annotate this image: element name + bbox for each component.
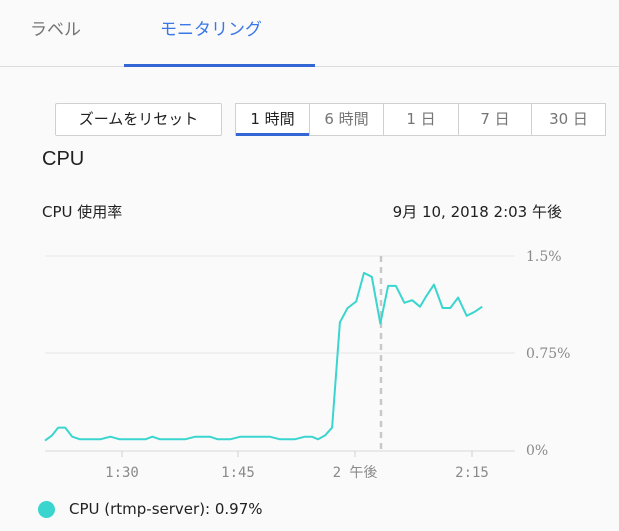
range-7-days-button[interactable]: 7 日 [458,103,532,136]
y-tick-label: 1.5% [526,249,562,265]
chart-title: CPU 使用率 [42,203,123,221]
tab-labels[interactable]: ラベル [30,20,81,40]
range-6-hours-button[interactable]: 6 時間 [309,103,384,136]
x-tick-label: 2 午後 [333,465,378,480]
range-1-hour-button[interactable]: 1 時間 [235,103,310,136]
y-tick-label: 0% [526,443,548,459]
section-title: CPU [42,148,85,170]
tab-bar: ラベル モニタリング [0,0,619,67]
x-axis-ticks [121,451,473,457]
cpu-usage-chart[interactable]: 1.5% 0.75% 0% 1:30 1:45 2 午後 2:15 [0,240,619,480]
range-30-days-button[interactable]: 30 日 [531,103,606,136]
y-axis-labels: 1.5% 0.75% 0% [526,249,570,459]
y-tick-label: 0.75% [526,346,570,362]
range-1-day-button[interactable]: 1 日 [383,103,459,136]
gridlines [45,255,515,452]
x-axis-labels: 1:30 1:45 2 午後 2:15 [105,465,489,480]
cpu-series-line [44,271,483,442]
x-tick-label: 1:45 [221,465,255,480]
time-range-selector: 1 時間 6 時間 1 日 7 日 30 日 [235,103,606,136]
legend-label: CPU (rtmp-server): 0.97% [69,500,263,518]
active-tab-indicator [124,64,315,67]
legend-color-dot-icon [38,500,55,518]
cursor-timestamp: 9月 10, 2018 2:03 午後 [392,203,562,221]
chart-legend: CPU (rtmp-server): 0.97% [38,500,263,518]
x-tick-label: 2:15 [455,465,489,480]
reset-zoom-button[interactable]: ズームをリセット [55,103,222,136]
x-tick-label: 1:30 [105,465,139,480]
tab-monitoring[interactable]: モニタリング [160,20,262,40]
